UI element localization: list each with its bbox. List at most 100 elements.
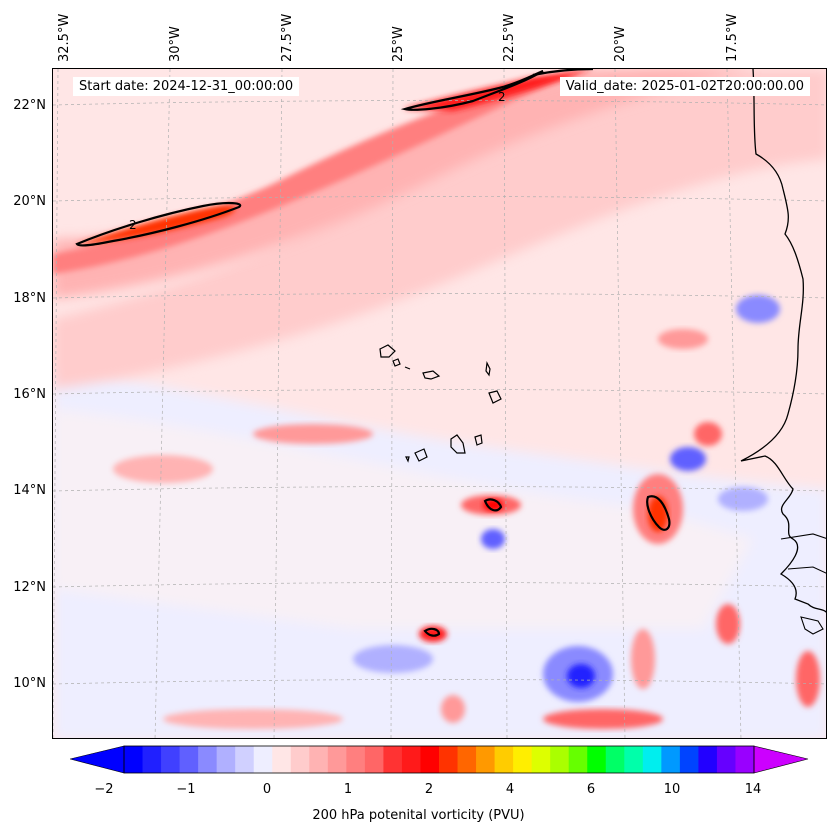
negative-pv-blob: [353, 645, 433, 673]
contour-label-west: 2: [129, 218, 137, 232]
jet-band-outer: [53, 69, 826, 389]
lat-label-12n: 12°N: [13, 580, 46, 595]
cape-verde-islands: [379, 344, 502, 463]
colorbar-cell: [568, 746, 588, 773]
colorbar-cells: [124, 746, 755, 773]
colorbar-extend-low: [70, 745, 125, 774]
negative-pv-blob: [567, 664, 595, 688]
pv-streak: [163, 709, 343, 729]
lon-label-30w: 30°W: [168, 26, 183, 62]
positive-pv-blob: [441, 695, 465, 723]
lon-label-22-5w: 22.5°W: [502, 13, 517, 62]
positive-pv-blob: [694, 422, 722, 446]
lon-label-25w: 25°W: [391, 26, 406, 62]
jet-band-mid: [53, 69, 753, 299]
lat-label-20n: 20°N: [13, 194, 46, 209]
colorbar-cell: [624, 746, 644, 773]
colorbar-cell: [235, 746, 255, 773]
pv-streak: [253, 424, 373, 444]
negative-pv-blob: [670, 447, 706, 471]
colorbar-cell: [327, 746, 347, 773]
colorbar-cell: [679, 746, 699, 773]
colorbar-cell: [698, 746, 718, 773]
colorbar-cell: [735, 746, 755, 773]
colorbar-cell: [661, 746, 681, 773]
lat-label-18n: 18°N: [13, 291, 46, 306]
colorbar-cell: [272, 746, 292, 773]
colorbar-cell: [716, 746, 736, 773]
valid-date-label: Valid_date: 2025-01-02T20:00:00.00: [559, 77, 810, 96]
positive-pv-blob: [543, 709, 663, 729]
colorbar-cell: [383, 746, 403, 773]
lon-label-32-5w: 32.5°W: [57, 13, 72, 62]
colorbar-cell: [401, 746, 421, 773]
pv-2-contours: [75, 69, 671, 637]
colorbar: [70, 745, 809, 774]
colorbar-cell: [587, 746, 607, 773]
colorbar-tick-label: 10: [663, 782, 681, 797]
colorbar-cell: [550, 746, 570, 773]
lat-label-16n: 16°N: [13, 387, 46, 402]
colorbar-cell: [179, 746, 199, 773]
colorbar-tick-label: 14: [744, 782, 762, 797]
positive-pv-blob: [631, 629, 655, 689]
lon-label-20w: 20°W: [613, 26, 628, 62]
colorbar-label: 200 hPa potenital vorticity (PVU): [312, 808, 525, 823]
colorbar-cell: [513, 746, 533, 773]
positive-pv-blob: [716, 604, 740, 644]
colorbar-cell: [364, 746, 384, 773]
contour-2pvu-north: [400, 69, 544, 111]
lon-label-17-5w: 17.5°W: [725, 13, 740, 62]
colorbar-cell: [290, 746, 310, 773]
contour-2pvu-north-east: [532, 69, 594, 77]
near-zero-band: [53, 409, 753, 629]
colorbar-cell: [494, 746, 514, 773]
african-coastline: [740, 69, 826, 613]
colorbar-cell: [439, 746, 459, 773]
colorbar-extend-high: [753, 745, 809, 774]
colorbar-cell: [346, 746, 366, 773]
contour-2pvu-west: [75, 201, 242, 247]
jet-core-west: [75, 205, 236, 245]
colorbar-cell: [605, 746, 625, 773]
colorbar-tick-label: 6: [586, 782, 596, 797]
graticule: [53, 69, 826, 738]
colorbar-cell: [531, 746, 551, 773]
colorbar-tick-label: 1: [343, 782, 353, 797]
colorbar-cell: [420, 746, 440, 773]
colorbar-cell: [216, 746, 236, 773]
pv-streak: [113, 455, 213, 483]
lat-label-22n: 22°N: [13, 98, 46, 113]
lat-label-14n: 14°N: [13, 483, 46, 498]
colorbar-tick-label: −1: [176, 782, 196, 797]
colorbar-tick-label: −2: [94, 782, 114, 797]
positive-pv-blob: [796, 651, 820, 707]
negative-pv-blob: [481, 529, 505, 549]
colorbar-frame: [123, 745, 755, 774]
coastline-detail: [780, 533, 826, 635]
colorbar-tick-label: 4: [505, 782, 515, 797]
colorbar-cell: [253, 746, 273, 773]
negative-pv-blob: [736, 295, 780, 323]
pv-streak: [658, 329, 708, 349]
colorbar-cell: [161, 746, 181, 773]
contour-2pvu-east: [646, 495, 671, 531]
map-panel: 2 2 Start date: 2024-12-31_00:00:00 Vali…: [52, 68, 827, 739]
colorbar-cell: [476, 746, 496, 773]
colorbar-cell: [142, 746, 162, 773]
contour-2pvu-tiny: [423, 627, 441, 637]
lat-label-10n: 10°N: [13, 676, 46, 691]
colorbar-tick-label: 0: [262, 782, 272, 797]
colorbar-cell: [457, 746, 477, 773]
pv-field-map: 2 2 Start date: 2024-12-31_00:00:00 Vali…: [53, 69, 826, 738]
contour-2pvu-small: [483, 498, 503, 512]
colorbar-cell: [198, 746, 218, 773]
negative-pv-blob: [718, 487, 768, 511]
colorbar-cell: [124, 746, 144, 773]
colorbar-tick-label: 2: [424, 782, 434, 797]
colorbar-cell: [309, 746, 329, 773]
start-date-label: Start date: 2024-12-31_00:00:00: [73, 77, 300, 96]
lon-label-27-5w: 27.5°W: [280, 13, 295, 62]
colorbar-cell: [642, 746, 662, 773]
contour-label-north: 2: [498, 90, 506, 104]
